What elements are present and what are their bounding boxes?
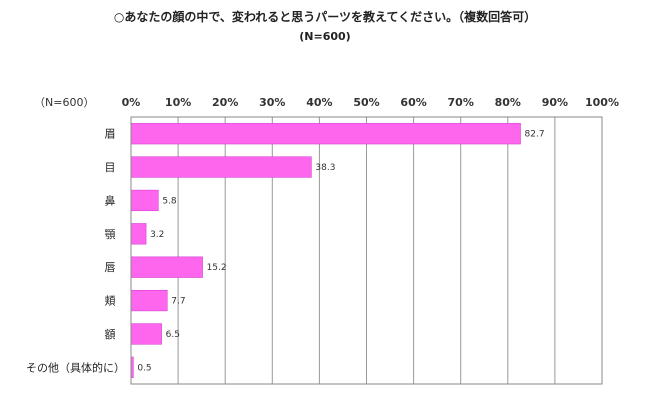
bar bbox=[130, 156, 312, 178]
category-label: 眉 bbox=[105, 128, 116, 141]
chart-title: ○あなたの顔の中で、変われると思うパーツを教えてください。（複数回答可） bbox=[113, 10, 537, 24]
bar bbox=[130, 123, 521, 145]
data-label: 38.3 bbox=[315, 163, 335, 173]
bar bbox=[130, 323, 162, 345]
data-label: 5.8 bbox=[162, 196, 177, 206]
category-label: 唇 bbox=[105, 261, 116, 274]
plot-frame bbox=[130, 116, 603, 385]
x-tick-label: 20% bbox=[212, 96, 238, 109]
x-tick-label: 40% bbox=[306, 96, 332, 109]
x-tick-label: 70% bbox=[448, 96, 474, 109]
bar bbox=[130, 289, 168, 312]
x-tick-label: 30% bbox=[259, 96, 285, 109]
data-label: 6.5 bbox=[166, 330, 180, 340]
n-label: （N=600） bbox=[34, 96, 94, 109]
data-label: 82.7 bbox=[525, 130, 545, 140]
bar bbox=[130, 223, 147, 245]
category-label: 顎 bbox=[105, 228, 116, 241]
x-tick-label: 90% bbox=[542, 96, 568, 109]
x-tick-label: 80% bbox=[495, 96, 521, 109]
x-tick-label: 0% bbox=[122, 96, 141, 109]
category-label: 頬 bbox=[105, 294, 116, 308]
x-tick-label: 50% bbox=[353, 96, 379, 109]
data-label: 3.2 bbox=[150, 230, 164, 240]
x-tick-label: 60% bbox=[400, 96, 426, 109]
data-label: 7.7 bbox=[171, 297, 185, 307]
category-label: 鼻 bbox=[105, 193, 116, 207]
x-tick-label: 100% bbox=[585, 96, 619, 109]
category-label: 目 bbox=[105, 161, 116, 174]
bar bbox=[130, 256, 203, 278]
data-label: 15.2 bbox=[207, 263, 227, 273]
data-label: 0.5 bbox=[137, 363, 151, 373]
chart-subtitle: (N=600) bbox=[299, 30, 351, 43]
bar bbox=[130, 189, 159, 212]
category-label: 額 bbox=[105, 328, 116, 341]
x-tick-label: 10% bbox=[165, 96, 191, 109]
category-label: その他（具体的に） bbox=[26, 360, 125, 374]
